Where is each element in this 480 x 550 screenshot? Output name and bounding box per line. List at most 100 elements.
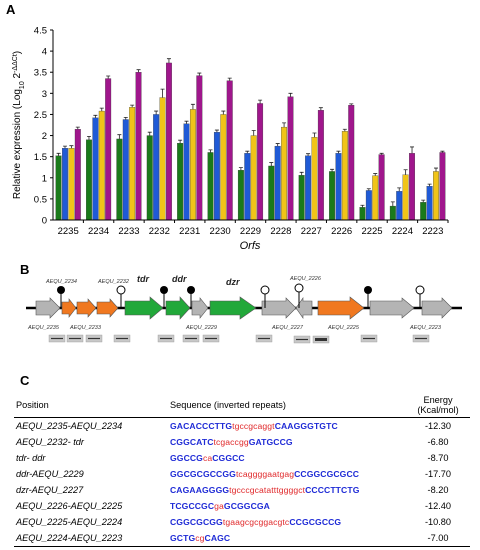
bar: [98, 110, 105, 221]
loop: tgccgcaggt: [232, 421, 275, 431]
stem-left: GGCCG: [170, 453, 203, 463]
header-sequence: Sequence (inverted repeats): [168, 393, 406, 418]
row-energy: -12.30: [424, 421, 452, 431]
stem-right: CGGCC: [212, 453, 245, 463]
row-sequence: GCTGcgCAGC: [168, 530, 406, 547]
gene-aequ-2224: [369, 297, 415, 319]
error-bar: [154, 110, 159, 115]
bar: [298, 175, 305, 221]
error-bar: [166, 58, 171, 63]
error-bar: [123, 117, 128, 120]
table-row: tdr- ddr GGCCGcaCGGCC -8.70: [14, 450, 470, 466]
gene-aequ-2233: [76, 298, 97, 318]
error-bar: [336, 150, 341, 154]
error-bar: [330, 168, 335, 172]
gene-label: AEQU_2235: [27, 325, 60, 331]
bar: [426, 186, 433, 221]
x-tick-label: 2235: [58, 226, 79, 237]
bar: [220, 114, 227, 221]
bar: [281, 126, 288, 221]
error-bar: [160, 88, 165, 98]
error-bar: [379, 152, 384, 155]
gene-label-tdr: tdr: [137, 274, 149, 284]
error-bar: [178, 139, 183, 144]
x-axis-ticks: 2235 2234 2233 2232 2231 2230 2229 2228 2227 2226…: [58, 220, 449, 237]
header-energy-title: Energy: [423, 395, 453, 405]
bar: [74, 129, 81, 221]
bar: [348, 105, 355, 221]
bar: [274, 145, 281, 221]
inverted-repeats-table-wrapper: Position Sequence (inverted repeats) Ene…: [14, 393, 470, 547]
x-tick-label: 2233: [118, 226, 139, 237]
row-sequence: CGGCATCtcgaccggGATGCCG: [168, 434, 406, 450]
inverted-repeats-table: Position Sequence (inverted repeats) Ene…: [14, 393, 470, 547]
error-bar: [251, 130, 256, 136]
bar: [365, 190, 372, 221]
panel-b-label: B: [20, 262, 30, 277]
bar: [420, 202, 427, 221]
row-energy: -8.20: [427, 485, 449, 495]
bar: [402, 174, 409, 221]
loop: cg: [195, 533, 205, 543]
bar: [439, 152, 446, 221]
bar: [207, 152, 214, 221]
row-position: tdr- ddr: [16, 453, 46, 463]
bar: [189, 109, 196, 221]
bar: [159, 97, 166, 221]
row-energy: -12.40: [424, 501, 452, 511]
error-bar: [421, 199, 426, 203]
gene-dzr: [209, 296, 257, 320]
terminator-open: [116, 285, 126, 308]
error-bar: [390, 201, 395, 207]
error-bar: [318, 107, 323, 111]
error-bar: [269, 162, 274, 166]
y-tick-label: 3: [42, 89, 47, 100]
bar: [359, 207, 366, 221]
error-bar: [147, 131, 152, 136]
x-tick-label: 2224: [392, 226, 413, 237]
bar: [433, 171, 439, 221]
row-energy: -17.70: [424, 469, 452, 479]
error-bar: [440, 150, 445, 153]
loop: tcaggggaatgag: [235, 469, 295, 479]
error-bar: [282, 122, 287, 128]
error-bar: [75, 126, 80, 130]
bar: [86, 139, 92, 221]
bar: [196, 75, 203, 221]
error-bar: [306, 153, 311, 156]
error-bar: [288, 92, 293, 97]
x-tick-label: 2223: [422, 226, 443, 237]
gene-aequ-2229: [191, 297, 209, 319]
row-sequence: GGCGCGCCGGtcaggggaatgagCCGGCGCGCC: [168, 466, 406, 482]
stem-right: CCGCGCCG: [289, 517, 342, 527]
bar: [105, 78, 112, 221]
row-sequence: CGGCGCGGtgaagcgcggacgtcCCGCGCCG: [168, 514, 406, 530]
bar: [213, 132, 220, 221]
bar: [378, 154, 385, 221]
row-sequence: TCGCCGCgaGCGGCGA: [168, 498, 406, 514]
error-bar: [214, 129, 219, 133]
stem-right: CAGC: [204, 533, 231, 543]
bar: [329, 171, 336, 221]
loop: tgcccgcatatttggggct: [229, 485, 306, 495]
table-row: AEQU_2226-AEQU_2225 TCGCCGCgaGCGGCGA -12.4…: [14, 498, 470, 514]
gene-label: AEQU_2234: [45, 279, 77, 285]
error-bar: [312, 132, 317, 138]
stem-left: GACACCCTTG: [170, 421, 233, 431]
bar: [311, 137, 318, 221]
gene-label: AEQU_2223: [409, 325, 442, 331]
row-sequence: GGCCGcaCGGCC: [168, 450, 406, 466]
header-energy-unit: (Kcal/mol): [417, 405, 459, 415]
gene-aequ-2226: [295, 297, 313, 319]
stem-left: CGGCATC: [170, 437, 214, 447]
bar: [226, 80, 233, 221]
stem-left: CGGCGCGG: [170, 517, 223, 527]
row-position: AEQU_2235-AEQU_2234: [16, 421, 123, 431]
y-tick-label: 3.5: [34, 68, 47, 79]
gene-aequ-2232: [96, 298, 119, 318]
gene-aequ-2234: [61, 298, 77, 318]
gene-ddr: [165, 296, 191, 320]
error-bar: [227, 77, 232, 81]
error-bar: [86, 136, 91, 140]
bar: [268, 165, 275, 221]
